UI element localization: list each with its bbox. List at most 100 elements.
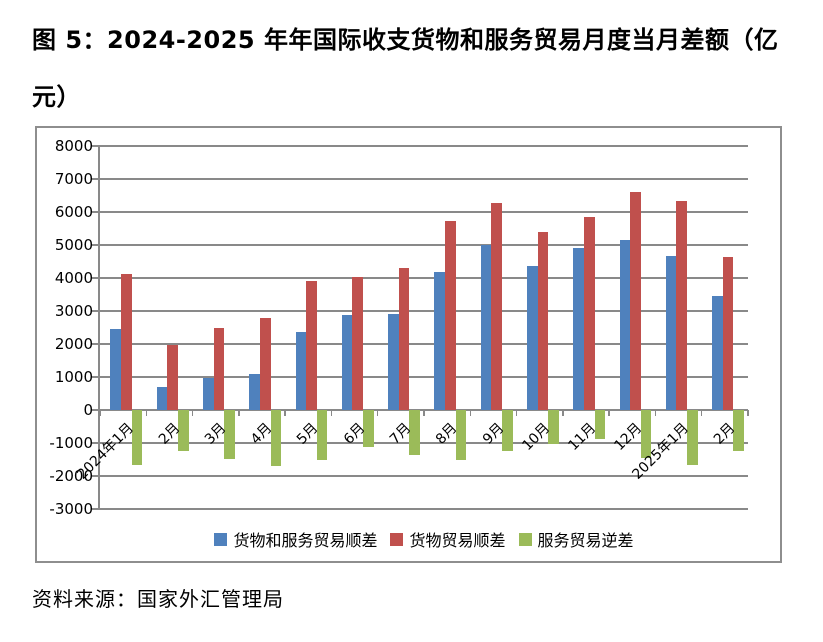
bar-goods-and-services-balance-1 [156,386,168,410]
bar-goods-balance-11 [630,192,641,410]
bar-services-balance-1 [177,410,189,451]
figure-title-line1: 图 5：2024-2025 年年国际收支货物和服务贸易月度当月差额（亿 [32,26,779,54]
gridline [100,178,748,180]
y-axis-label: 0 [83,401,93,419]
legend-marker-goods-and-services-balance [214,532,228,546]
bar-goods-balance-6 [398,268,410,410]
x-axis-tick [469,410,472,416]
y-axis-label: -2000 [49,467,93,485]
gridline [100,244,748,246]
x-axis-tick [608,410,610,416]
y-axis-line [98,146,100,509]
bar-goods-balance-8 [491,203,502,410]
legend-label: 服务贸易逆差 [537,531,634,550]
x-axis-tick [238,410,240,416]
y-axis-label: 6000 [54,203,93,221]
bar-goods-and-services-balance-2 [202,378,214,410]
legend-item-services-balance: 服务贸易逆差 [518,527,634,551]
y-axis-tick [92,442,100,444]
bar-goods-balance-0 [121,274,132,410]
bar-services-balance-11 [640,410,652,459]
bar-goods-and-services-balance-13 [712,295,723,410]
legend-label: 货物贸易顺差 [409,531,506,550]
gridline [100,145,748,147]
y-axis-label: 4000 [54,269,93,287]
x-axis-tick [376,410,379,416]
y-axis-tick [92,475,100,477]
bar-goods-and-services-balance-7 [434,272,446,410]
bar-services-balance-12 [687,410,698,465]
y-axis-label: 2000 [54,335,93,353]
bar-goods-and-services-balance-8 [480,244,492,410]
y-axis-label: 5000 [54,236,93,254]
bar-goods-balance-3 [259,317,271,410]
legend: 货物和服务贸易顺差 货物贸易顺差 服务贸易逆差 [100,527,748,551]
y-axis-tick [92,343,100,345]
legend-item-goods-balance: 货物贸易顺差 [390,527,506,551]
y-axis-label: 7000 [54,170,93,188]
y-axis-label: -1000 [49,434,93,452]
x-axis-tick [654,410,657,416]
bar-goods-balance-2 [213,327,225,410]
bar-services-balance-5 [363,410,374,447]
y-axis-tick [92,244,100,246]
y-axis-tick [92,409,100,411]
y-axis-tick [92,376,100,378]
y-axis-tick [92,310,100,312]
x-axis-tick [191,410,194,416]
bar-services-balance-8 [501,410,513,451]
x-axis-tick [562,410,564,416]
figure-title: 图 5：2024-2025 年年国际收支货物和服务贸易月度当月差额（亿 元） [32,12,802,126]
bar-goods-balance-4 [306,281,317,410]
bar-goods-balance-10 [583,217,595,410]
x-axis-tick [747,410,749,416]
gridline [100,343,748,345]
y-axis-label: -3000 [49,500,93,518]
x-axis-tick [145,410,148,416]
gridline [100,376,748,378]
y-axis-label: 1000 [54,368,93,386]
bar-services-balance-6 [409,410,421,455]
gridline [100,211,748,213]
x-axis-tick [284,410,286,416]
bar-goods-and-services-balance-6 [388,313,399,410]
bar-goods-balance-12 [676,201,688,410]
bar-services-balance-9 [548,410,559,444]
legend-marker-services-balance [518,532,532,546]
y-axis-tick [92,508,100,510]
legend-label: 货物和服务贸易顺差 [233,531,378,550]
gridline [100,475,748,477]
figure-title-line2: 元） [32,83,81,111]
x-axis-tick [330,410,333,416]
bar-services-balance-0 [131,410,143,465]
bar-goods-balance-9 [537,232,549,410]
bar-goods-and-services-balance-5 [341,314,353,410]
gridline [100,442,748,444]
bar-goods-and-services-balance-3 [249,373,260,410]
legend-marker-goods-balance [390,532,404,546]
x-axis-tick [99,410,101,416]
x-axis-tick [515,410,518,416]
bar-goods-and-services-balance-9 [526,266,538,410]
legend-item-goods-and-services-balance: 货物和服务贸易顺差 [214,527,377,551]
bar-services-balance-2 [224,410,235,459]
bar-goods-and-services-balance-4 [295,331,307,410]
bar-goods-balance-13 [722,256,734,410]
bar-goods-and-services-balance-0 [110,329,122,410]
gridline [100,310,748,312]
gridline [100,277,748,279]
bar-services-balance-3 [270,410,282,467]
bar-goods-balance-1 [167,344,178,410]
bar-goods-balance-7 [445,221,456,410]
bar-goods-and-services-balance-12 [665,255,677,410]
chart-area: 8000 7000 6000 5000 4000 3000 2000 1000 0 -1000 -2… [35,126,782,563]
x-axis-tick [423,410,425,416]
bar-services-balance-7 [455,410,467,461]
y-axis-label: 8000 [54,137,93,155]
bar-goods-and-services-balance-10 [573,247,584,410]
bar-services-balance-4 [316,410,328,461]
y-axis-tick [92,211,100,213]
bar-goods-and-services-balance-11 [619,240,631,410]
bar-services-balance-13 [733,410,745,451]
